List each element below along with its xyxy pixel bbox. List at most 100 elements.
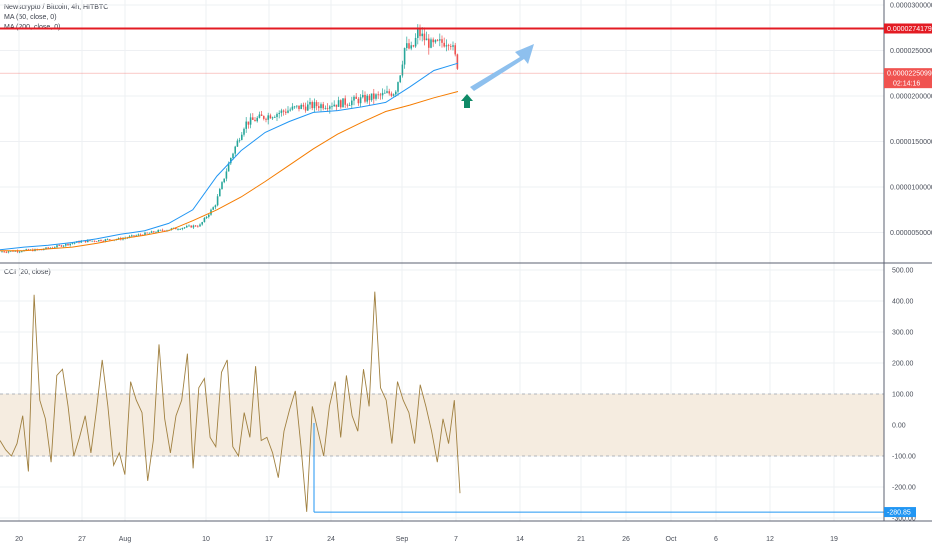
candle-body[interactable]	[379, 94, 382, 96]
candle-body[interactable]	[320, 104, 322, 109]
candle-body[interactable]	[183, 227, 186, 229]
candle-body[interactable]	[155, 232, 157, 233]
candle-body[interactable]	[56, 245, 58, 248]
candle-body[interactable]	[450, 46, 452, 47]
candle-body[interactable]	[263, 115, 265, 119]
candle-body[interactable]	[157, 230, 159, 233]
candle-body[interactable]	[353, 96, 355, 101]
candle-body[interactable]	[109, 239, 111, 241]
candle-body[interactable]	[208, 214, 210, 217]
candle-body[interactable]	[381, 92, 384, 96]
candle-body[interactable]	[146, 232, 148, 234]
ma50-legend[interactable]: MA (50, close, 0)	[4, 14, 57, 21]
candle-body[interactable]	[318, 106, 320, 109]
symbol-title[interactable]: Newscrypto / Bitcoin, 4h, HITBTC	[4, 4, 109, 11]
candle-body[interactable]	[436, 39, 439, 41]
candle-body[interactable]	[298, 105, 300, 110]
candle-body[interactable]	[373, 93, 375, 99]
candle-body[interactable]	[247, 121, 250, 125]
candle-body[interactable]	[214, 205, 217, 208]
candle-body[interactable]	[412, 45, 415, 47]
candle-body[interactable]	[432, 39, 434, 43]
candle-body[interactable]	[89, 240, 91, 242]
entry-arrow-icon[interactable]	[461, 94, 473, 108]
candle-body[interactable]	[181, 228, 184, 230]
candle-body[interactable]	[271, 117, 274, 119]
candle-body[interactable]	[410, 45, 412, 49]
candle-body[interactable]	[342, 98, 344, 108]
candle-body[interactable]	[397, 82, 399, 92]
candle-body[interactable]	[428, 38, 430, 48]
candle-body[interactable]	[357, 98, 360, 104]
candle-body[interactable]	[401, 64, 404, 76]
cci-pane[interactable]	[0, 291, 884, 513]
candle-body[interactable]	[221, 182, 223, 190]
candle-body[interactable]	[447, 45, 450, 47]
candle-body[interactable]	[179, 229, 181, 230]
candle-body[interactable]	[384, 92, 386, 94]
candle-body[interactable]	[337, 100, 340, 107]
candle-body[interactable]	[203, 217, 206, 223]
candle-body[interactable]	[351, 100, 353, 106]
candle-body[interactable]	[80, 241, 82, 243]
candle-body[interactable]	[441, 39, 443, 43]
candle-body[interactable]	[364, 94, 366, 102]
candle-body[interactable]	[27, 249, 30, 251]
candle-body[interactable]	[425, 38, 428, 41]
candle-body[interactable]	[150, 231, 153, 233]
candle-body[interactable]	[153, 231, 155, 233]
candle-body[interactable]	[236, 140, 239, 147]
candle-body[interactable]	[258, 114, 261, 118]
candle-body[interactable]	[267, 115, 269, 120]
candle-body[interactable]	[58, 245, 60, 247]
candle-body[interactable]	[249, 117, 252, 125]
candle-body[interactable]	[443, 42, 445, 47]
candle-body[interactable]	[276, 113, 278, 117]
candle-body[interactable]	[190, 225, 192, 228]
candle-body[interactable]	[417, 29, 419, 38]
candle-body[interactable]	[104, 239, 107, 242]
candle-body[interactable]	[67, 243, 69, 246]
candle-body[interactable]	[71, 243, 74, 245]
candle-body[interactable]	[199, 224, 201, 227]
cci-line[interactable]	[0, 291, 461, 512]
candle-body[interactable]	[456, 54, 459, 69]
candle-body[interactable]	[307, 104, 309, 111]
candle-body[interactable]	[421, 33, 423, 37]
candle-body[interactable]	[161, 229, 164, 231]
candle-body[interactable]	[375, 94, 377, 99]
candle-body[interactable]	[313, 102, 316, 109]
candle-body[interactable]	[144, 232, 146, 236]
candle-body[interactable]	[309, 102, 311, 105]
candle-body[interactable]	[280, 110, 283, 113]
candle-body[interactable]	[340, 100, 342, 108]
candle-body[interactable]	[265, 118, 267, 120]
candle-body[interactable]	[388, 91, 390, 94]
candle-body[interactable]	[84, 240, 87, 243]
candle-body[interactable]	[311, 102, 313, 109]
candle-body[interactable]	[100, 240, 102, 242]
candle-body[interactable]	[128, 236, 131, 238]
candle-body[interactable]	[439, 39, 441, 41]
candle-body[interactable]	[243, 128, 245, 135]
candle-body[interactable]	[73, 242, 76, 244]
target-arrow-icon[interactable]	[470, 44, 534, 91]
candle-body[interactable]	[212, 207, 214, 210]
candle-body[interactable]	[282, 110, 285, 112]
cci-value-tag[interactable]	[884, 507, 916, 518]
candle-body[interactable]	[49, 247, 52, 249]
candle-body[interactable]	[14, 250, 16, 252]
candle-body[interactable]	[227, 163, 230, 172]
candle-body[interactable]	[390, 93, 393, 96]
candle-body[interactable]	[194, 225, 197, 227]
resistance-price-tag[interactable]	[884, 23, 932, 34]
candle-body[interactable]	[419, 29, 421, 37]
candle-body[interactable]	[362, 94, 364, 98]
candle-body[interactable]	[192, 225, 195, 228]
candle-body[interactable]	[5, 252, 8, 253]
candle-body[interactable]	[408, 43, 410, 49]
candle-body[interactable]	[445, 45, 448, 47]
candle-body[interactable]	[3, 251, 5, 253]
candle-body[interactable]	[274, 116, 276, 118]
candle-body[interactable]	[234, 146, 236, 154]
